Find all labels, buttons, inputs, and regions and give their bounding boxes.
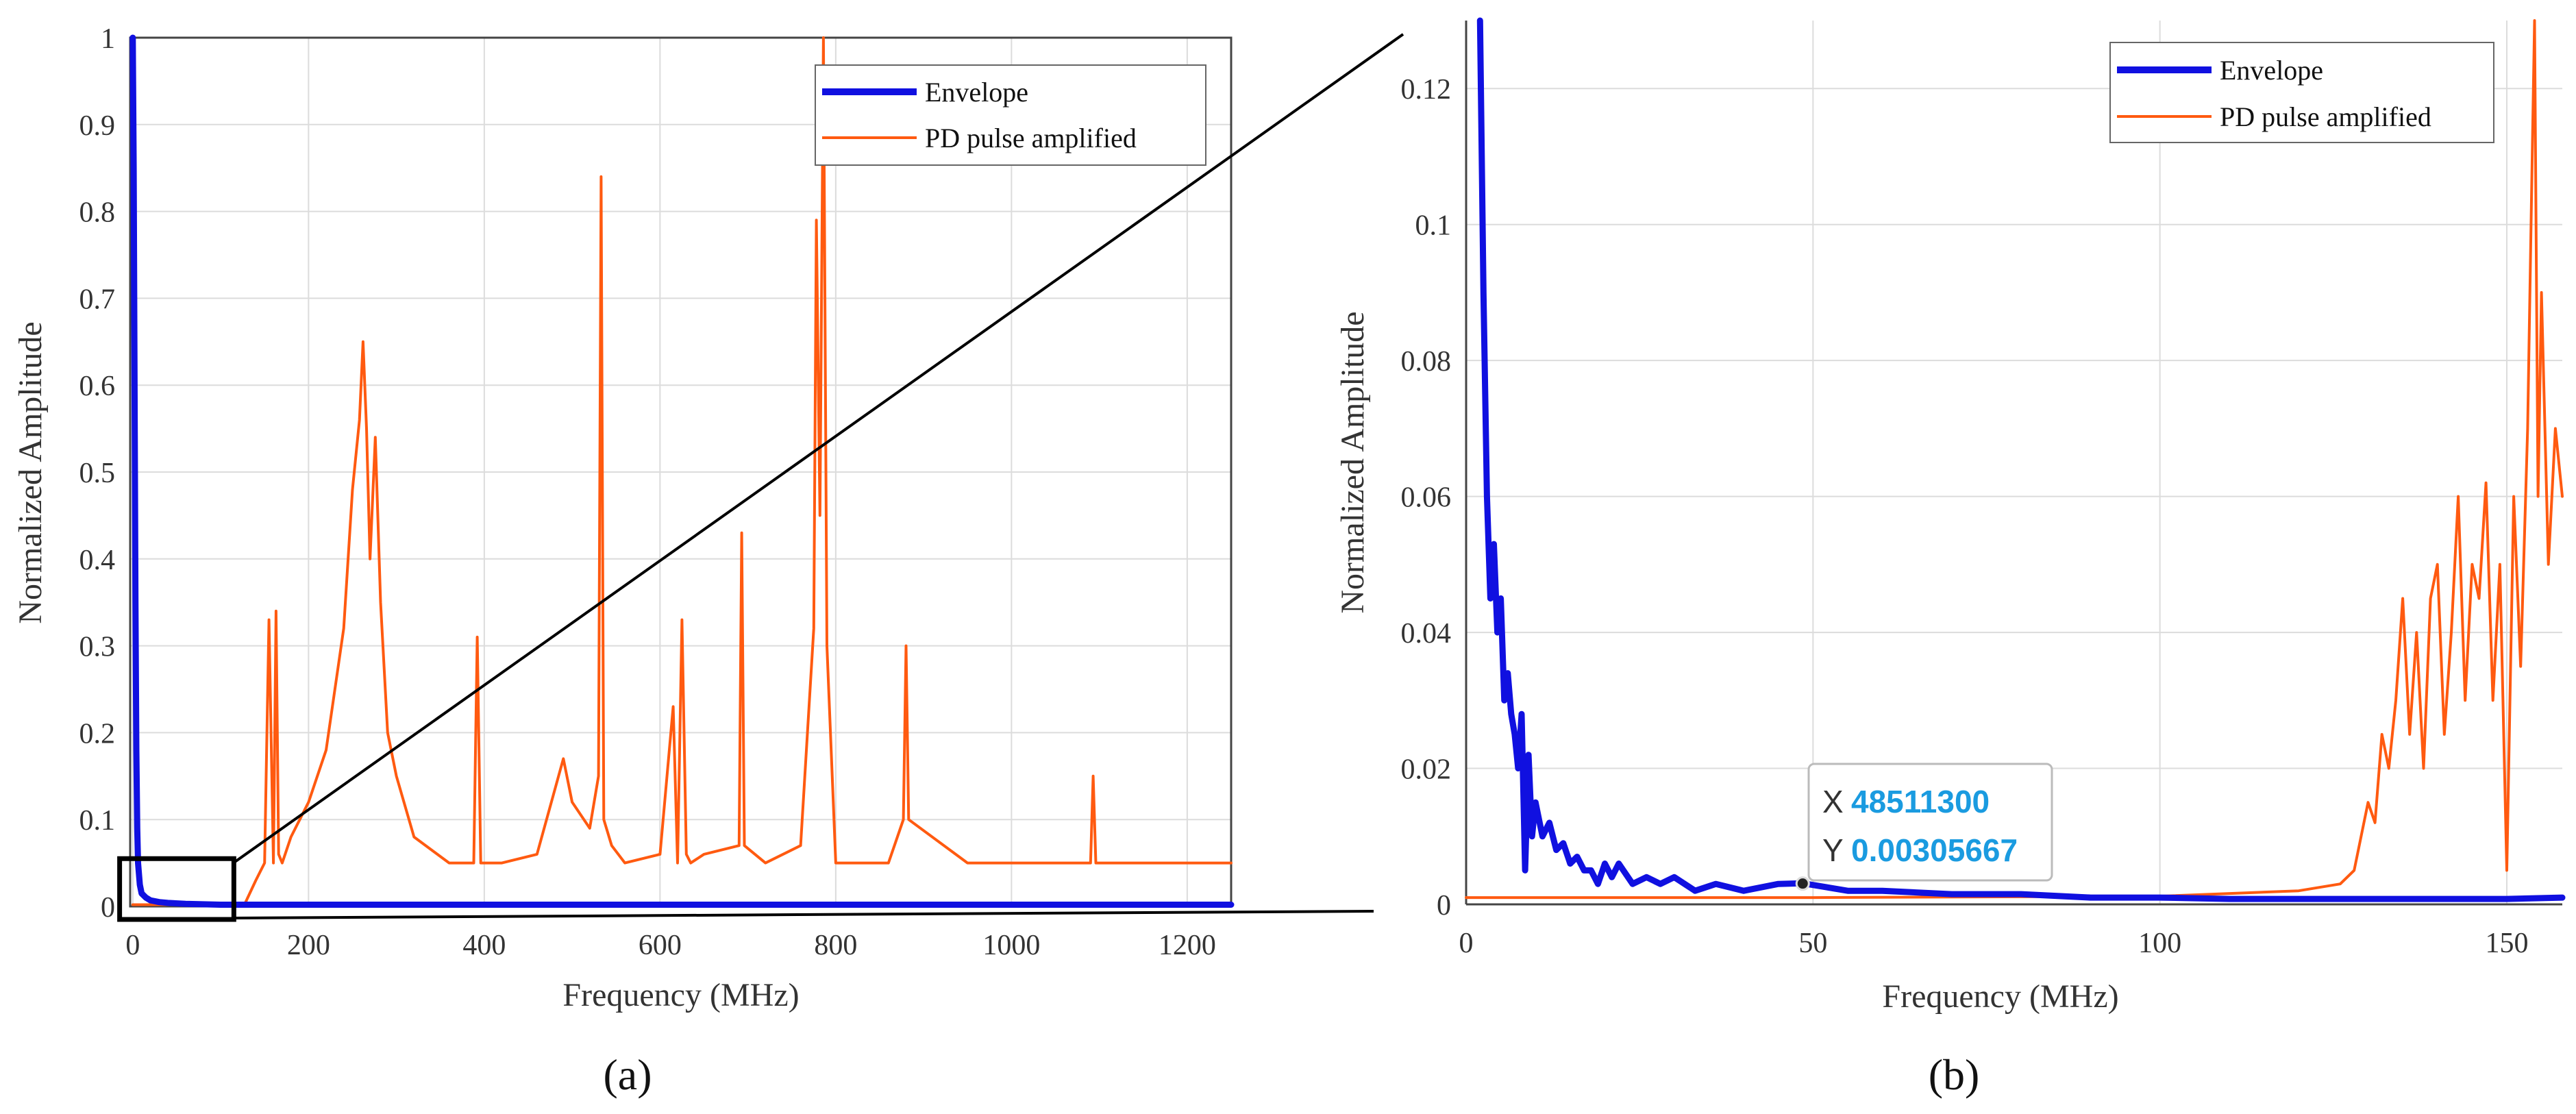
b-series-pd-pulse-amplified-line <box>1465 19 2564 900</box>
b-y-tick-label: 0.06 <box>1401 482 1452 514</box>
zoom-region-box <box>117 856 236 922</box>
a-x-tick-label: 800 <box>814 930 857 961</box>
b-y-tick-label: 0 <box>1437 890 1451 921</box>
panel-b-legend: Envelope PD pulse amplified <box>2109 42 2494 143</box>
panel-b-legend-box <box>2109 42 2494 143</box>
panel-a-legend-envelope-label: Envelope <box>925 77 1028 108</box>
data-tooltip[interactable]: X 48511300 Y 0.00305667 <box>1795 763 2053 891</box>
a-y-tick-label: 0.5 <box>79 458 116 489</box>
b-y-tick-label: 0.08 <box>1401 346 1452 377</box>
b-x-tick-label: 100 <box>2138 928 2181 959</box>
zoom-connector-top <box>232 33 1404 865</box>
panel-a-legend-box <box>815 64 1206 166</box>
a-series-pd-pulse-amplified-line <box>131 36 1233 906</box>
a-y-tick-label: 0.9 <box>79 110 116 142</box>
tooltip-data-point[interactable] <box>1795 876 1810 891</box>
a-x-tick-label: 200 <box>287 930 330 961</box>
panel-b-y-axis-title: Normalized Amplitude <box>1335 311 1371 613</box>
panel-b-y-ticks: 0 0.02 0.04 0.06 0.08 0.1 0.12 <box>1401 74 1452 921</box>
b-series-envelope-line <box>1476 17 2566 902</box>
panel-b-label: (b) <box>1929 1050 1980 1099</box>
panel-a-legend: Envelope PD pulse amplified <box>815 64 1206 166</box>
tooltip-y-label: Y <box>1822 832 1844 868</box>
a-x-tick-label: 1200 <box>1159 930 1216 961</box>
a-y-tick-label: 0.7 <box>79 284 116 315</box>
a-y-tick-label: 0.8 <box>79 197 116 229</box>
a-y-tick-label: 0.2 <box>79 718 116 750</box>
panel-a-chart: 0 200 400 600 800 1000 1200 0 0.1 0.2 0.3 0.4 0.5 0.… <box>12 23 1235 1099</box>
panel-b-series <box>1465 17 2566 902</box>
a-y-tick-label: 0 <box>101 892 115 924</box>
panel-a-grid <box>130 37 1231 907</box>
a-y-tick-label: 0.3 <box>79 632 116 663</box>
a-x-tick-label: 400 <box>462 930 506 961</box>
panel-a-legend-pd-label: PD pulse amplified <box>925 123 1137 153</box>
zoom-connector-lines <box>232 33 1404 919</box>
panel-b-x-ticks: 0 50 100 150 <box>1459 928 2529 959</box>
b-y-tick-label: 0.02 <box>1401 754 1452 786</box>
panel-b-legend-envelope-label: Envelope <box>2220 55 2323 86</box>
a-x-tick-label: 1000 <box>982 930 1040 961</box>
a-y-tick-label: 0.4 <box>79 545 116 576</box>
a-y-tick-label: 0.1 <box>79 805 116 837</box>
b-x-tick-label: 150 <box>2485 928 2528 959</box>
panel-a-x-axis-title: Frequency (MHz) <box>562 977 799 1013</box>
panel-a-y-axis-title: Normalized Amplitude <box>12 321 49 623</box>
a-x-tick-label: 0 <box>125 930 140 961</box>
a-x-tick-label: 600 <box>639 930 682 961</box>
panel-a-x-ticks: 0 200 400 600 800 1000 1200 <box>125 930 1216 961</box>
tooltip-x-label: X <box>1822 784 1844 819</box>
b-y-tick-label: 0.1 <box>1415 210 1452 242</box>
b-y-tick-label: 0.04 <box>1401 618 1452 649</box>
tooltip-box <box>1807 763 2053 882</box>
a-y-tick-label: 1 <box>101 23 115 55</box>
zoom-connector-bottom <box>232 910 1374 919</box>
panel-b-legend-pd-label: PD pulse amplified <box>2220 101 2431 132</box>
b-x-tick-label: 0 <box>1459 928 1474 959</box>
b-x-tick-label: 50 <box>1798 928 1827 959</box>
a-y-tick-label: 0.6 <box>79 371 116 402</box>
panel-a-series <box>129 34 1235 908</box>
panel-a-y-ticks: 0 0.1 0.2 0.3 0.4 0.5 0.6 0.7 0.8 0.9 1 <box>79 23 116 924</box>
b-y-tick-label: 0.12 <box>1401 74 1452 106</box>
tooltip-x-value: 48511300 <box>1851 784 1990 819</box>
panel-a-label: (a) <box>603 1050 652 1099</box>
a-series-envelope-line <box>129 34 1235 908</box>
panel-b-x-axis-title: Frequency (MHz) <box>1882 978 2118 1015</box>
tooltip-y-value: 0.00305667 <box>1851 832 2018 868</box>
panel-b-chart: 0 50 100 150 0 0.02 0.04 0.06 0.08 0.1 0.12 Frequ… <box>1335 17 2566 1099</box>
